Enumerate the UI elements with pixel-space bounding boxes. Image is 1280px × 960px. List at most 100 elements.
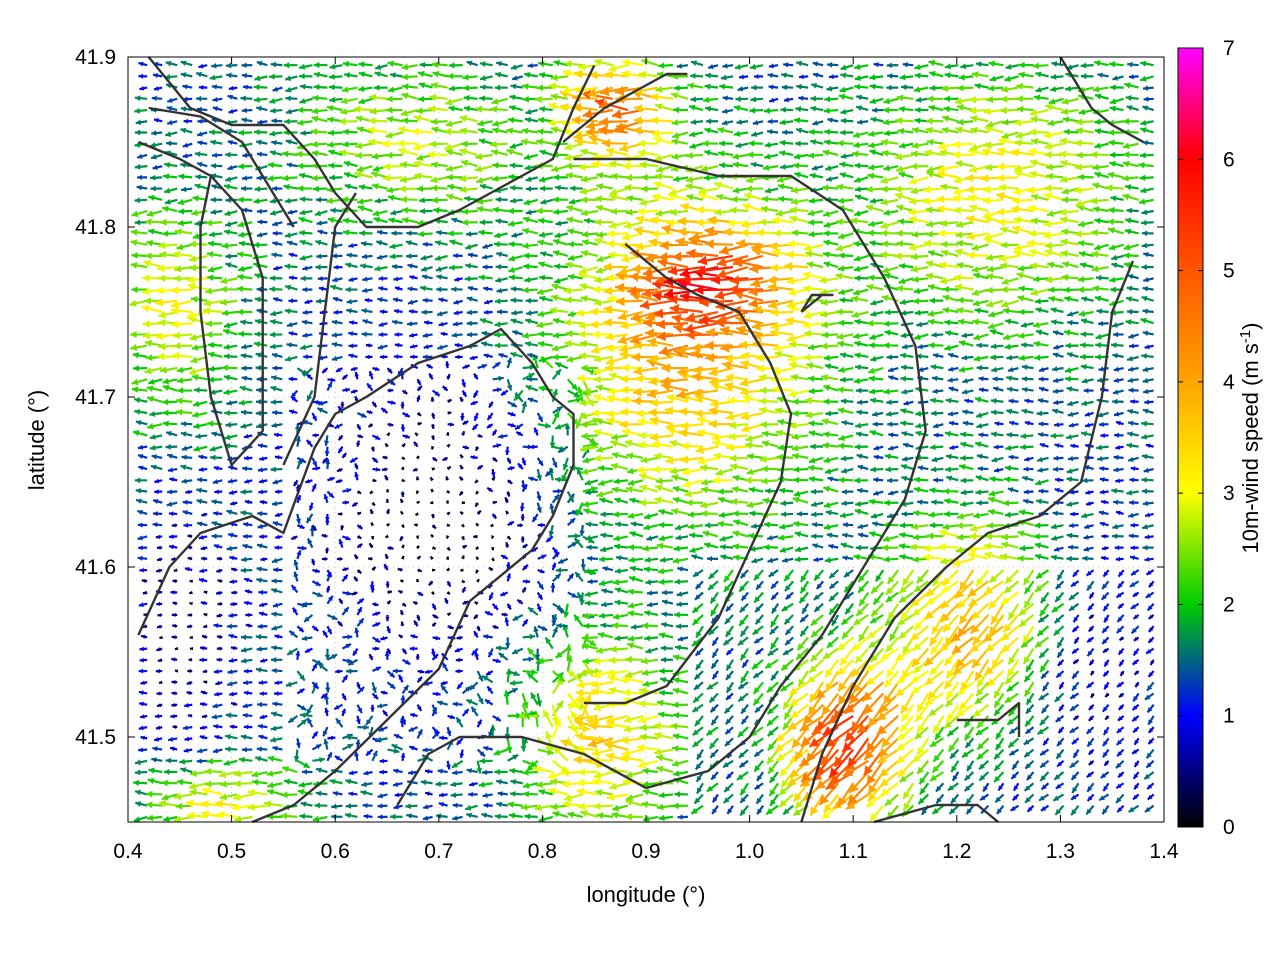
wind-arrow-head bbox=[994, 753, 1001, 760]
wind-arrow-head bbox=[400, 753, 406, 758]
wind-arrow-head bbox=[1134, 739, 1139, 745]
wind-arrow-head bbox=[767, 729, 775, 736]
wind-arrow-head bbox=[1147, 784, 1153, 790]
wind-arrow-head bbox=[393, 768, 399, 774]
wind-arrow-head bbox=[258, 734, 264, 740]
wind-arrow-head bbox=[793, 808, 801, 816]
wind-arrow-head bbox=[334, 756, 341, 761]
wind-arrow-head bbox=[670, 722, 678, 730]
wind-arrow-head bbox=[299, 688, 305, 694]
wind-arrow-head bbox=[976, 753, 984, 760]
wind-arrow-head bbox=[1025, 728, 1032, 734]
wind-arrow-head bbox=[706, 729, 713, 736]
wind-arrow-head bbox=[478, 781, 485, 788]
wind-arrow-head bbox=[711, 719, 717, 726]
wind-arrow-head bbox=[832, 800, 843, 809]
wind-arrow-head bbox=[465, 686, 471, 692]
wind-arrow-head bbox=[546, 748, 554, 756]
wind-arrow-head bbox=[232, 803, 240, 812]
wind-arrow-head bbox=[550, 803, 558, 811]
wind-arrow-head bbox=[1104, 761, 1109, 766]
wind-arrow-head bbox=[620, 735, 629, 745]
wind-arrow-head bbox=[921, 809, 928, 815]
wind-arrow-head bbox=[917, 746, 925, 755]
wind-arrow-head bbox=[653, 722, 661, 730]
wind-arrow-head bbox=[345, 734, 352, 741]
wind-arrow-head bbox=[355, 739, 361, 745]
wind-arrow-head bbox=[1071, 794, 1077, 800]
wind-arrow-head bbox=[1056, 752, 1062, 759]
wind-arrow-head bbox=[391, 744, 398, 750]
wind-arrow-head bbox=[576, 787, 585, 796]
wind-arrow-head bbox=[609, 782, 618, 791]
wind-arrow-head bbox=[825, 737, 836, 747]
wind-arrow-head bbox=[526, 764, 534, 772]
wind-arrow-head bbox=[951, 765, 957, 773]
wind-arrow-head bbox=[420, 779, 427, 786]
wind-arrow-head bbox=[783, 808, 790, 815]
wind-arrow-head bbox=[516, 712, 523, 719]
wind-arrow-head bbox=[348, 770, 354, 776]
wind-arrow-head bbox=[189, 782, 197, 790]
wind-arrow-head bbox=[1071, 809, 1077, 816]
wind-arrow-head bbox=[976, 721, 984, 729]
wind-arrow-head bbox=[980, 795, 986, 801]
wind-arrow-head bbox=[175, 802, 183, 810]
wind-arrow-head bbox=[534, 804, 542, 812]
wind-arrow-head bbox=[238, 756, 245, 763]
wind-arrow-head bbox=[366, 750, 372, 756]
wind-arrow-head bbox=[1053, 795, 1060, 801]
wind-arrow-head bbox=[672, 760, 680, 767]
wind-arrow-head bbox=[622, 778, 631, 786]
wind-arrow-head bbox=[776, 753, 785, 761]
wind-arrow-head bbox=[625, 771, 633, 779]
wind-arrow-head bbox=[538, 788, 546, 796]
wind-arrow-head bbox=[233, 793, 241, 801]
wind-arrow-head bbox=[293, 756, 300, 762]
wind-arrow-head bbox=[133, 779, 140, 786]
wind-arrow-head bbox=[233, 769, 242, 778]
wind-arrow-head bbox=[694, 797, 701, 804]
wind-arrow-head bbox=[410, 712, 415, 718]
wind-arrow-head bbox=[1116, 797, 1122, 803]
wind-arrow-head bbox=[425, 769, 430, 774]
wind-arrow-head bbox=[266, 770, 274, 777]
wind-arrow-head bbox=[312, 731, 318, 737]
wind-arrow-head bbox=[1102, 751, 1108, 758]
wind-arrow-head bbox=[823, 803, 833, 813]
wind-arrow-head bbox=[673, 712, 680, 719]
wind-arrow-head bbox=[994, 775, 1001, 783]
wind-arrow-head bbox=[691, 807, 698, 814]
wind-arrow-head bbox=[553, 718, 562, 728]
wind-arrow-head bbox=[1027, 806, 1033, 812]
wind-arrow-head bbox=[225, 734, 231, 740]
wind-arrow-head bbox=[966, 808, 972, 815]
wind-arrow-head bbox=[991, 718, 999, 725]
wind-arrow-head bbox=[710, 752, 716, 758]
wind-arrow-head bbox=[787, 777, 797, 786]
wind-arrow-head bbox=[1088, 705, 1094, 710]
wind-arrow-head bbox=[919, 777, 926, 785]
wind-arrow-head bbox=[816, 720, 827, 731]
wind-arrow-head bbox=[830, 773, 840, 784]
wind-arrow-head bbox=[593, 771, 602, 779]
wind-arrow-head bbox=[783, 722, 790, 730]
wind-arrow-head bbox=[156, 691, 161, 696]
wind-arrow-head bbox=[459, 753, 465, 758]
wind-arrow-head bbox=[625, 798, 633, 806]
wind-arrow-head bbox=[810, 806, 819, 816]
wind-arrow-head bbox=[756, 797, 762, 804]
wind-arrow-head bbox=[506, 746, 513, 753]
wind-arrow-head bbox=[247, 788, 256, 797]
wind-arrow-head bbox=[1148, 719, 1154, 725]
wind-arrow-head bbox=[1144, 773, 1151, 780]
wind-arrow-head bbox=[1133, 773, 1139, 779]
wind-arrow-head bbox=[1132, 705, 1138, 711]
wind-arrow-head bbox=[147, 777, 155, 785]
wind-arrow-head bbox=[948, 744, 956, 752]
wind-arrow-head bbox=[710, 706, 717, 713]
wind-arrow-head bbox=[425, 791, 430, 797]
wind-arrow-head bbox=[1012, 763, 1018, 770]
wind-arrow-head bbox=[423, 815, 429, 821]
wind-arrow-head bbox=[229, 724, 235, 730]
